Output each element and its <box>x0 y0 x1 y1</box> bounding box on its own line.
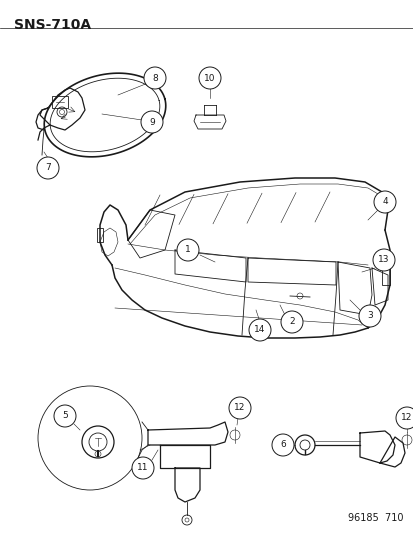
Text: 10: 10 <box>204 74 215 83</box>
Bar <box>97 228 103 242</box>
Text: 8: 8 <box>152 74 157 83</box>
Circle shape <box>144 67 166 89</box>
Text: 96185  710: 96185 710 <box>348 513 403 523</box>
Circle shape <box>199 67 221 89</box>
Circle shape <box>358 305 380 327</box>
Circle shape <box>177 239 199 261</box>
Text: 4: 4 <box>381 198 387 206</box>
Circle shape <box>372 249 394 271</box>
Circle shape <box>132 457 154 479</box>
Text: 1: 1 <box>185 246 190 254</box>
Circle shape <box>54 405 76 427</box>
Text: 3: 3 <box>366 311 372 320</box>
Text: 7: 7 <box>45 164 51 173</box>
Circle shape <box>280 311 302 333</box>
Circle shape <box>248 319 271 341</box>
Text: 13: 13 <box>377 255 389 264</box>
Text: 12: 12 <box>400 414 412 423</box>
Text: 12: 12 <box>234 403 245 413</box>
Circle shape <box>373 191 395 213</box>
Text: 9: 9 <box>149 117 154 126</box>
Circle shape <box>395 407 413 429</box>
Text: SNS-710A: SNS-710A <box>14 18 91 32</box>
Circle shape <box>141 111 163 133</box>
Text: 11: 11 <box>137 464 148 472</box>
Bar <box>52 96 68 108</box>
Circle shape <box>37 157 59 179</box>
Text: 2: 2 <box>289 318 294 327</box>
Circle shape <box>271 434 293 456</box>
Text: 6: 6 <box>280 440 285 449</box>
Circle shape <box>95 451 101 457</box>
Text: 5: 5 <box>62 411 68 421</box>
Circle shape <box>228 397 250 419</box>
Bar <box>381 260 389 285</box>
Text: 14: 14 <box>254 326 265 335</box>
